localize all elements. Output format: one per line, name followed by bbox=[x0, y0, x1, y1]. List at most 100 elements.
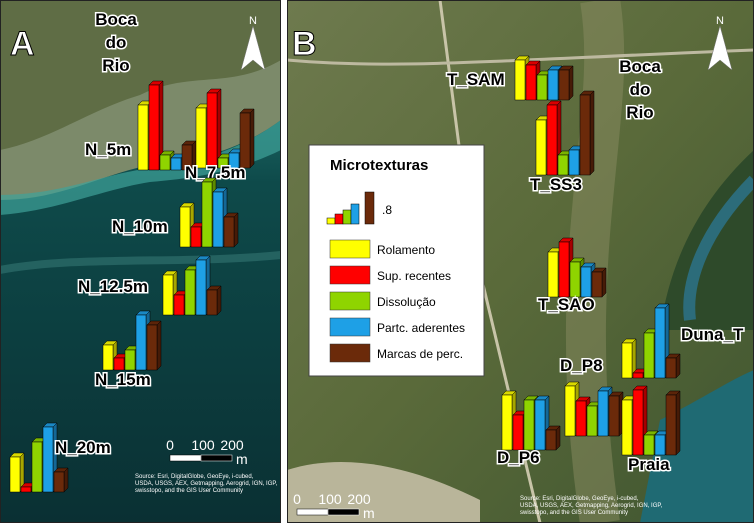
bar-side bbox=[602, 268, 606, 297]
bar bbox=[576, 401, 586, 436]
bar bbox=[163, 275, 173, 315]
bar-side bbox=[250, 109, 254, 168]
bar-side bbox=[234, 213, 238, 247]
bar bbox=[548, 252, 558, 297]
bar bbox=[655, 435, 665, 455]
scale-tick-label: 0 bbox=[166, 437, 174, 453]
place-name: do bbox=[630, 80, 651, 99]
bar bbox=[666, 395, 676, 455]
bar bbox=[547, 105, 557, 175]
bar bbox=[515, 60, 525, 100]
bar bbox=[592, 272, 602, 297]
bar bbox=[666, 358, 676, 378]
bar bbox=[609, 396, 619, 436]
legend: Microtexturas .8 Rolamento Sup. recentes Di… bbox=[309, 145, 484, 376]
site-label: N_5m bbox=[85, 140, 131, 159]
site-label: N_15m bbox=[95, 370, 151, 389]
bar bbox=[202, 182, 212, 247]
bar-side bbox=[590, 91, 594, 175]
bar bbox=[513, 415, 523, 450]
place-name: Rio bbox=[626, 103, 653, 122]
bar bbox=[114, 358, 124, 370]
bar bbox=[185, 270, 195, 315]
bar bbox=[240, 113, 250, 168]
bar bbox=[180, 207, 190, 247]
bar-side bbox=[676, 391, 680, 455]
legend-label: Partc. aderentes bbox=[377, 321, 465, 335]
legend-label: Sup. recentes bbox=[377, 269, 451, 283]
legend-box bbox=[309, 145, 484, 376]
bar bbox=[546, 430, 556, 450]
bar bbox=[633, 373, 643, 378]
bar bbox=[32, 442, 42, 492]
legend-title: Microtexturas bbox=[330, 157, 428, 174]
place-name: Rio bbox=[102, 56, 129, 75]
bar bbox=[526, 65, 536, 100]
site-label: N_12.5m bbox=[78, 277, 148, 296]
scale-bar-white bbox=[297, 509, 328, 515]
scale-bar-black bbox=[328, 509, 359, 515]
bar bbox=[196, 108, 206, 168]
legend-label: Dissolução bbox=[377, 295, 436, 309]
bar bbox=[580, 95, 590, 175]
bar bbox=[655, 308, 665, 378]
scale-unit: m bbox=[236, 451, 248, 467]
bar bbox=[569, 150, 579, 175]
place-name: do bbox=[106, 33, 127, 52]
bar bbox=[54, 472, 64, 492]
legend-label: Rolamento bbox=[377, 243, 435, 257]
bar bbox=[213, 192, 223, 247]
bar bbox=[644, 333, 654, 378]
bar bbox=[224, 217, 234, 247]
bar bbox=[524, 400, 534, 450]
bar bbox=[559, 242, 569, 297]
bar bbox=[136, 315, 146, 370]
north-label: N bbox=[716, 15, 724, 27]
bar bbox=[598, 391, 608, 436]
map-figure: ANBocadoRio0100200mSource: Esri, Digital… bbox=[0, 0, 754, 523]
bar bbox=[207, 93, 217, 168]
bar bbox=[644, 435, 654, 455]
north-label: N bbox=[249, 15, 257, 27]
site-label: D_P8 bbox=[560, 356, 603, 375]
place-name: Boca bbox=[619, 57, 661, 76]
site-label: D_P6 bbox=[497, 448, 540, 467]
scale-bar-white bbox=[170, 455, 201, 461]
panel-label: B bbox=[292, 25, 317, 63]
bar bbox=[147, 325, 157, 370]
bar bbox=[535, 400, 545, 450]
legend-swatch bbox=[330, 266, 370, 284]
bar bbox=[548, 70, 558, 100]
bar bbox=[160, 155, 170, 170]
bar bbox=[558, 155, 568, 175]
scale-bar-black bbox=[201, 455, 232, 461]
bar bbox=[581, 267, 591, 297]
bar-side bbox=[157, 321, 161, 370]
bar bbox=[43, 427, 53, 492]
bar bbox=[196, 260, 206, 315]
legend-swatch bbox=[330, 240, 370, 258]
site-label: T_SS3 bbox=[530, 175, 582, 194]
bar bbox=[174, 295, 184, 315]
bar bbox=[622, 400, 632, 455]
bar bbox=[622, 343, 632, 378]
scale-tick-label: 100 bbox=[318, 491, 342, 507]
scale-unit: m bbox=[363, 505, 375, 521]
legend-swatch bbox=[330, 292, 370, 310]
site-label: Duna_T bbox=[681, 325, 744, 344]
bar bbox=[103, 345, 113, 370]
legend-scale-bar bbox=[365, 192, 374, 224]
bar bbox=[565, 386, 575, 436]
legend-scale-label: .8 bbox=[382, 203, 392, 217]
site-label: N_10m bbox=[112, 217, 168, 236]
bar bbox=[125, 350, 135, 370]
bar bbox=[537, 75, 547, 100]
bar bbox=[570, 262, 580, 297]
bar bbox=[21, 487, 31, 492]
panel-label: A bbox=[10, 25, 35, 63]
legend-swatch bbox=[330, 344, 370, 362]
bar-side bbox=[569, 66, 573, 100]
bar bbox=[536, 120, 546, 175]
site-label: T_SAO bbox=[538, 295, 595, 314]
legend-swatch bbox=[330, 318, 370, 336]
